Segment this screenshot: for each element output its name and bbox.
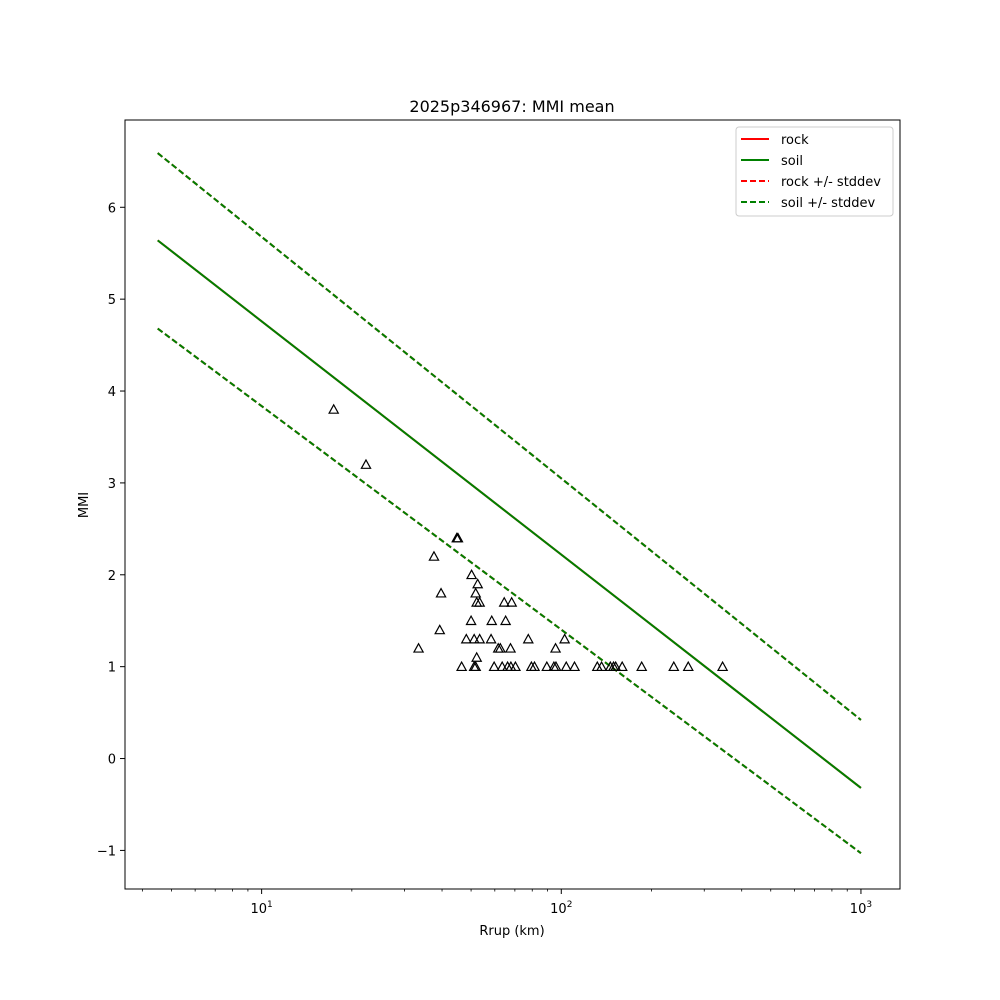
y-tick-label: 5 [108, 293, 116, 308]
chart-title: 2025p346967: MMI mean [409, 97, 614, 116]
legend: rock soil rock +/- stddev soil +/- stddev [736, 127, 893, 216]
y-tick-label: 1 [108, 661, 116, 676]
legend-label: soil [781, 154, 803, 169]
x-axis-label: Rrup (km) [479, 924, 544, 939]
legend-label: rock [781, 133, 809, 148]
y-tick-label: 3 [108, 477, 116, 492]
legend-label: soil +/- stddev [781, 196, 876, 211]
y-tick-label: 2 [108, 569, 116, 584]
legend-label: rock +/- stddev [781, 175, 881, 190]
y-tick-label: 4 [108, 385, 116, 400]
y-tick-label: 0 [108, 753, 116, 768]
y-axis-label: MMI [77, 492, 92, 518]
y-tick-label: −1 [97, 844, 116, 859]
y-tick-label: 6 [108, 201, 116, 216]
